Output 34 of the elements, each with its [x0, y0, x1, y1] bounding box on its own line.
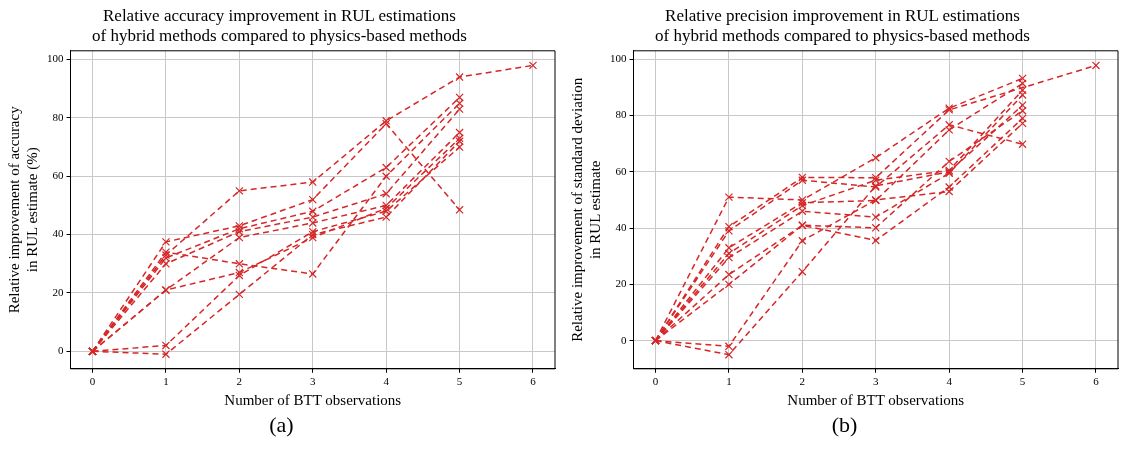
- chart-title: Relative precision improvement in RUL estimations of hybrid methods compared to physics-based methods: [655, 5, 1030, 46]
- chart-title: Relative accuracy improvement in RUL estimations of hybrid methods compared to physics-based methods: [92, 5, 467, 46]
- y-tick-label: 0: [621, 333, 627, 346]
- x-tick-label: 0: [652, 375, 659, 388]
- x-tick-label: 4: [946, 375, 953, 388]
- y-tick-label: 80: [52, 110, 64, 123]
- x-axis-title: Number of BTT observations: [787, 391, 965, 408]
- x-tick-label: 6: [1093, 375, 1100, 388]
- x-tick-label: 4: [383, 375, 390, 388]
- y-tick-label: 60: [615, 164, 627, 177]
- y-tick-label: 40: [52, 227, 64, 240]
- x-tick-label: 1: [726, 375, 732, 388]
- x-tick-label: 2: [799, 375, 806, 388]
- y-tick-label: 100: [610, 52, 627, 65]
- x-tick-label: 3: [310, 375, 316, 388]
- x-tick-label: 5: [1019, 375, 1026, 388]
- text: (a): [269, 412, 294, 438]
- x-tick-label: 2: [236, 375, 243, 388]
- y-tick-label: 100: [47, 52, 64, 65]
- y-axis-title: Relative improvement of standard deviation in RUL estimate: [568, 77, 603, 342]
- y-tick-label: 0: [58, 344, 64, 357]
- y-tick-label: 60: [52, 169, 64, 182]
- x-tick-label: 1: [163, 375, 169, 388]
- y-tick-label: 40: [615, 220, 627, 233]
- y-tick-label: 20: [615, 277, 627, 290]
- x-tick-label: 6: [530, 375, 537, 388]
- y-tick-label: 20: [52, 285, 64, 298]
- x-tick-label: 0: [89, 375, 96, 388]
- y-axis-title: Relative improvement of accuracy in RUL estimate (%): [5, 105, 41, 314]
- text: (b): [831, 412, 858, 438]
- x-axis-title: Number of BTT observations: [224, 391, 402, 408]
- x-tick-label: 3: [873, 375, 879, 388]
- x-tick-label: 5: [456, 375, 463, 388]
- y-tick-label: 80: [615, 108, 627, 121]
